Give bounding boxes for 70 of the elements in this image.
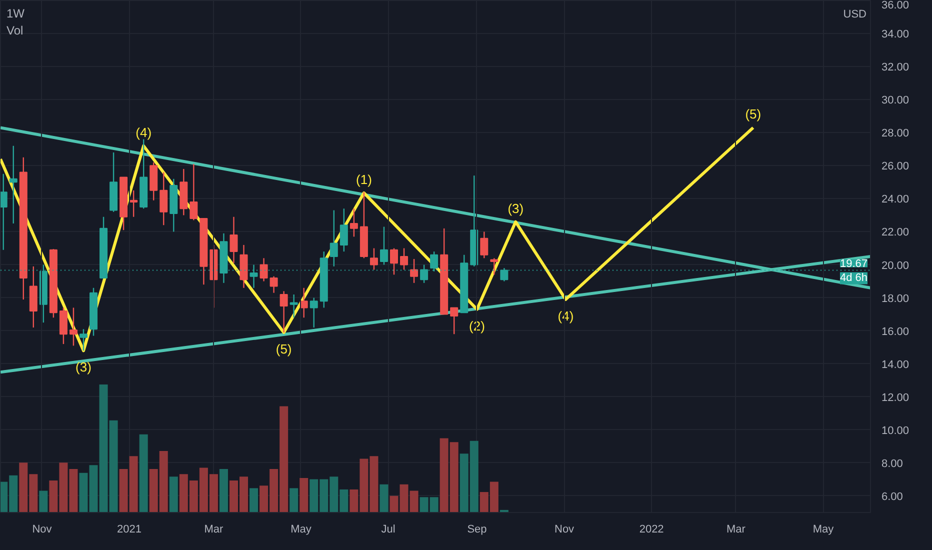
- annotation: (1): [356, 172, 372, 187]
- bar: [300, 478, 308, 512]
- bar: [169, 476, 178, 512]
- y-tick-label: 12.00: [882, 392, 910, 404]
- x-tick-label: Nov: [32, 524, 52, 536]
- candlestick: [9, 145, 18, 224]
- candlestick: [79, 328, 88, 352]
- bar: [380, 484, 388, 512]
- y-axis-title: USD: [843, 8, 867, 20]
- candlestick: [230, 216, 238, 264]
- candlestick: [370, 248, 378, 270]
- candlestick: [260, 258, 268, 282]
- x-tick-label: Mar: [204, 524, 224, 536]
- candlestick: [480, 231, 488, 259]
- candlestick: [160, 172, 168, 226]
- candlestick: [69, 307, 78, 346]
- y-tick-label: 6.00: [882, 490, 903, 503]
- chart-title: Vol: [6, 24, 24, 38]
- annotation: (3): [508, 200, 524, 216]
- candlestick: [410, 258, 418, 284]
- text: 1W: [6, 6, 26, 20]
- y-tick-label: 10.00: [882, 424, 910, 437]
- bar: [219, 468, 228, 512]
- y-tick-label: 16.00: [882, 326, 910, 338]
- annotation: (5): [276, 341, 292, 356]
- annotation: (4): [136, 124, 152, 140]
- candlestick: [340, 208, 348, 252]
- x-tick-label: Sep: [467, 524, 487, 536]
- y-tick-label: 8.00: [882, 458, 903, 470]
- candlestick: [350, 208, 358, 238]
- candlestick: [270, 276, 278, 294]
- y-tick-label: 34.00: [882, 28, 910, 41]
- y-tick-label: 14.00: [882, 358, 910, 371]
- bar: [39, 490, 48, 512]
- bar: [139, 434, 148, 512]
- bar: [250, 488, 258, 512]
- y-tick-label: 26.00: [882, 160, 910, 173]
- annotation: (3): [76, 360, 92, 375]
- x-tick-label: May: [812, 524, 834, 536]
- ref-line-label: 19.67: [840, 258, 868, 270]
- candlestick: [59, 307, 68, 345]
- y-tick-label: 18.00: [882, 292, 910, 305]
- candlestick: [0, 173, 8, 250]
- candlestick: [290, 294, 298, 318]
- candlestick: [400, 248, 408, 270]
- x-tick-label: 2021: [117, 524, 142, 536]
- y-tick-label: 24.00: [882, 194, 910, 206]
- candlestick: [310, 297, 318, 328]
- candlestick: [130, 190, 138, 218]
- y-tick-label: 30.00: [882, 94, 910, 107]
- y-tick-label: 28.00: [882, 128, 910, 140]
- candlestick: [450, 307, 458, 335]
- annotation: 4d 6h: [840, 272, 868, 284]
- candlestick: [330, 210, 338, 268]
- y-tick-label: 32.00: [882, 62, 910, 74]
- candlestick: [190, 163, 198, 221]
- y-tick-label: 36.00: [882, 0, 910, 12]
- y-tick-label: 22.00: [882, 226, 910, 239]
- candlestick: [380, 226, 388, 266]
- candlestick: [280, 290, 288, 334]
- y-tick-label: 20.00: [882, 260, 910, 272]
- x-tick-label: Mar: [726, 524, 746, 536]
- x-tick-label: 2022: [639, 524, 664, 536]
- bar: [290, 488, 298, 512]
- annotation: (5): [745, 106, 762, 122]
- candlestick: [390, 248, 398, 276]
- x-tick-label: Nov: [554, 524, 575, 536]
- x-tick-label: May: [290, 524, 312, 536]
- candlestick: [490, 258, 498, 276]
- x-tick-label: Jul: [381, 524, 396, 536]
